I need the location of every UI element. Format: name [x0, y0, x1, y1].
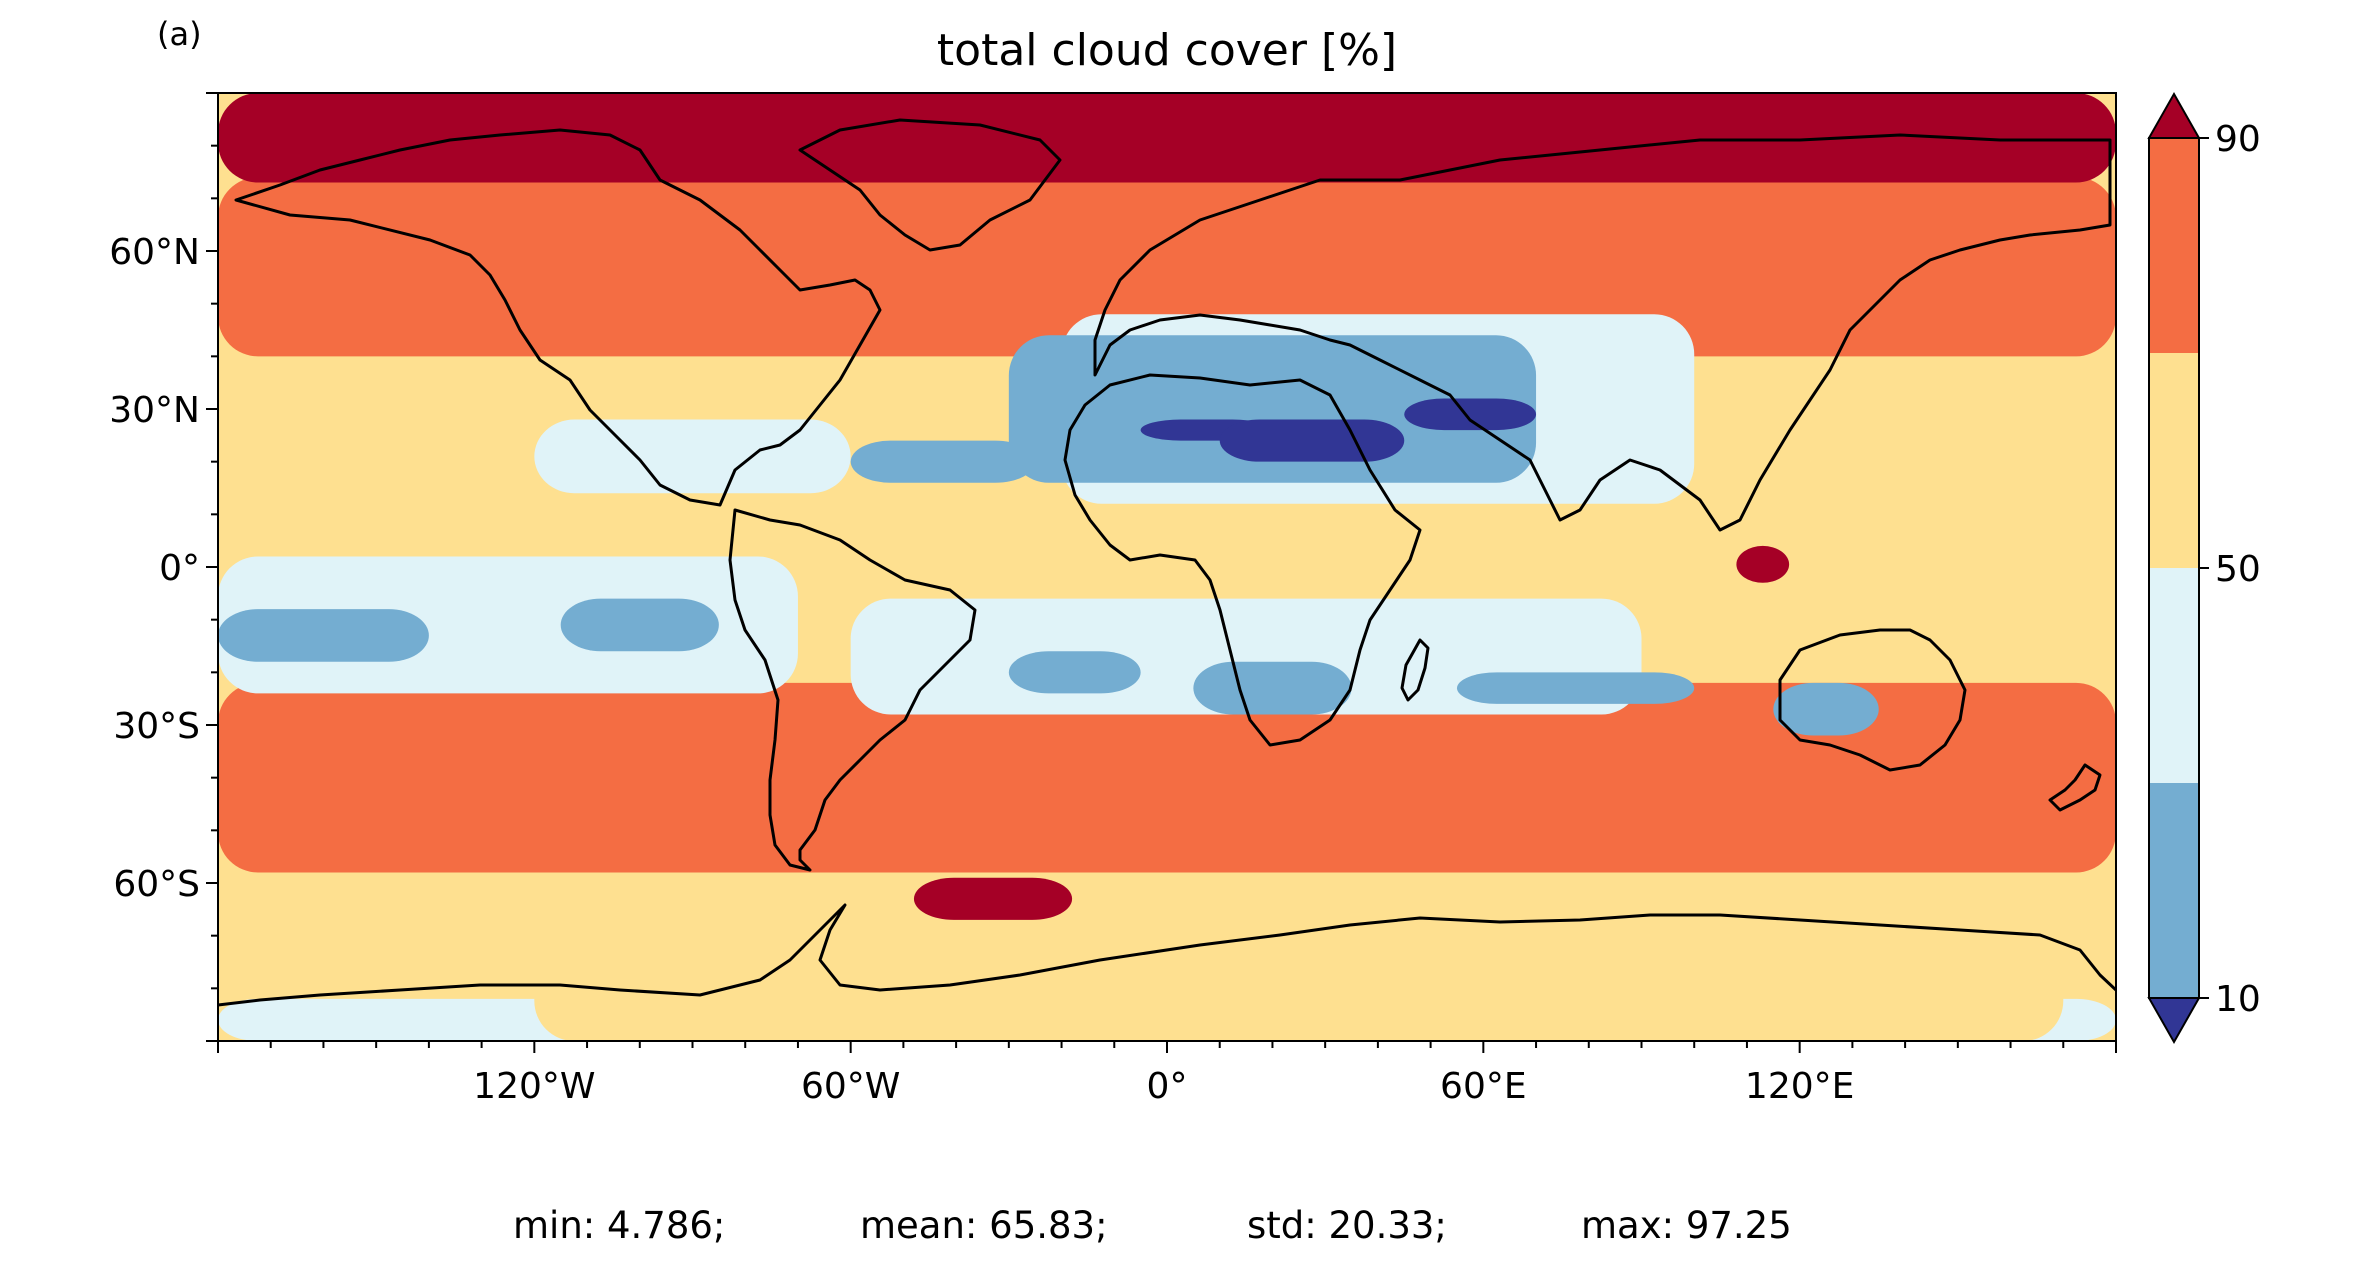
y-axis: 60°N 30°N 0° 30°S 60°S	[109, 92, 218, 1042]
y-tick-label: 60°N	[109, 232, 200, 273]
x-tick-label: 120°W	[473, 1066, 595, 1107]
y-tick-label: 0°	[159, 548, 200, 589]
y-tick-label: 30°N	[109, 390, 200, 431]
field-region-0	[218, 682, 2116, 873]
y-tick-label: 30°S	[113, 706, 200, 747]
colorbar-over-extension	[2147, 91, 2201, 139]
colorbar-tick-label: 90	[2215, 119, 2261, 160]
coastline-madagascar	[1400, 638, 1430, 702]
y-tick-label: 60°S	[113, 864, 200, 905]
stat-std: std: 20.33;	[1247, 1204, 1447, 1247]
cloud-field-layer	[218, 93, 2116, 1041]
field-region-11	[850, 440, 1036, 483]
chart-title: total cloud cover [%]	[937, 25, 1397, 76]
coastline-greenland	[798, 118, 1062, 252]
field-region-19	[1404, 398, 1537, 431]
stat-min: min: 4.786;	[513, 1204, 725, 1247]
field-region-18	[1219, 419, 1405, 462]
x-axis: 120°W 60°W 0° 60°E 120°E	[217, 1041, 2117, 1107]
x-tick-label: 0°	[1147, 1066, 1188, 1107]
field-region-9	[218, 609, 429, 662]
x-tick-label: 120°E	[1745, 1066, 1854, 1107]
field-region-3	[913, 877, 1073, 920]
field-region-10	[560, 598, 719, 652]
stats-line: min: 4.786; mean: 65.83; std: 20.33; max…	[513, 1204, 1792, 1247]
coastline-south-america	[728, 508, 977, 872]
colorbar-band	[2149, 568, 2199, 783]
colorbar-band	[2149, 783, 2199, 998]
x-tick-label: 60°E	[1440, 1066, 1527, 1107]
field-region-15	[1456, 672, 1695, 704]
colorbar-tick-label: 50	[2215, 549, 2261, 590]
coastline-australia	[1778, 628, 1967, 772]
coastline-antarctica	[218, 903, 2116, 1007]
coastline-eurasia	[1093, 133, 2112, 532]
panel-label: (a)	[157, 15, 202, 53]
map-plot-area	[218, 93, 2116, 1041]
colorbar-tick-label: 10	[2215, 979, 2261, 1020]
stat-max: max: 97.25	[1581, 1204, 1792, 1247]
colorbar-band	[2149, 138, 2199, 353]
field-region-13	[1008, 651, 1141, 694]
field-region-21	[534, 935, 2064, 1041]
colorbar-band	[2149, 353, 2199, 568]
stat-mean: mean: 65.83;	[860, 1204, 1108, 1247]
field-region-5	[534, 419, 851, 494]
field-region-1	[218, 177, 2116, 357]
coastline-new-zealand	[2048, 763, 2102, 812]
field-region-4	[1736, 545, 1790, 583]
colorbar: 90 50 10	[2147, 91, 2261, 1045]
colorbar-under-extension	[2147, 997, 2201, 1045]
coastlines	[218, 118, 2116, 1007]
coastline-north-america	[234, 128, 882, 507]
x-tick-label: 60°W	[801, 1066, 900, 1107]
field-region-14	[1193, 661, 1352, 715]
field-region-16	[1773, 682, 1879, 736]
field-region-2	[218, 93, 2116, 183]
coastline-africa	[1063, 373, 1422, 747]
